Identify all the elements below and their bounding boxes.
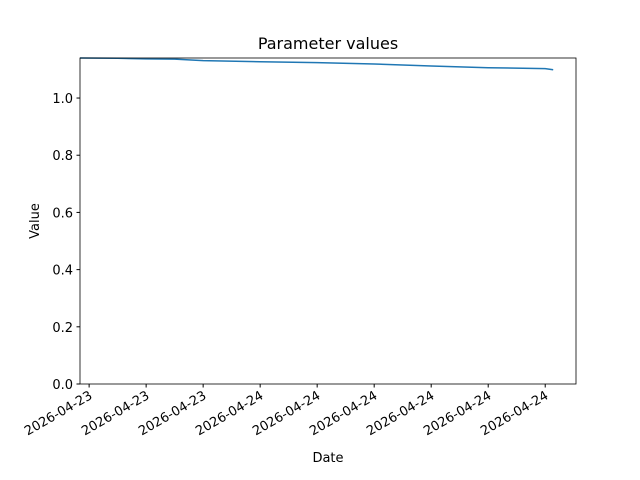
y-tick-label: 0.2 xyxy=(52,321,73,336)
chart-title: Parameter values xyxy=(258,34,398,53)
y-tick-label: 1.0 xyxy=(52,92,73,107)
y-tick-label: 0.0 xyxy=(52,378,73,393)
y-tick-label: 0.4 xyxy=(52,264,73,279)
y-tick-label: 0.6 xyxy=(52,206,73,221)
x-axis-label: Date xyxy=(312,451,343,466)
y-axis-label: Value xyxy=(28,203,43,239)
line xyxy=(80,57,554,71)
plot-frame xyxy=(79,57,577,385)
y-tick-label: 0.8 xyxy=(52,149,73,164)
